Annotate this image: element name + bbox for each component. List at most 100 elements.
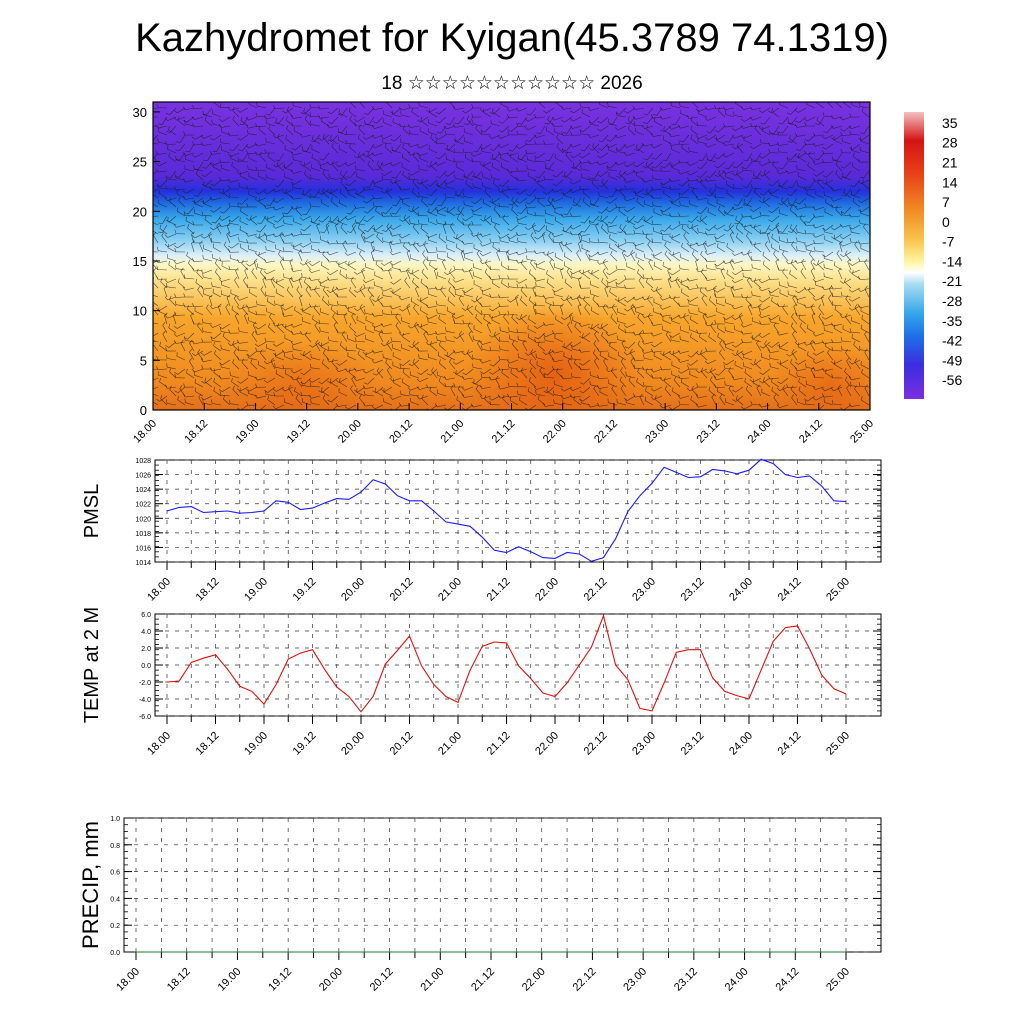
wind-barb [650,368,663,373]
wind-barb [229,371,240,379]
wind-barb [688,183,699,190]
wind-barb [316,222,321,235]
wind-barb [489,346,501,352]
wind-barb [382,110,393,118]
wind-barb [810,366,816,379]
wind-barb [606,134,618,142]
wind-barb [427,188,438,196]
wind-barb [187,223,195,235]
wind-barb [556,133,564,145]
wind-barb [273,161,285,168]
wind-barb [844,313,852,325]
wind-barb [668,178,681,183]
wind-barb [289,276,294,289]
wind-barb [365,262,375,271]
wind-barb [735,215,744,226]
wind-barb [677,350,690,354]
wind-barb [362,152,375,158]
wind-barb [374,161,384,171]
wind-barb [752,152,762,161]
wind-barb [380,341,393,347]
wind-barb [446,207,456,217]
wind-barb [687,359,699,366]
wind-barb [450,222,456,235]
wind-barb [219,391,231,397]
wind-barb [779,343,789,352]
wind-barb [533,277,546,282]
wind-barb [365,179,375,188]
precip-x-tick-label: 21.00 [418,966,446,994]
wind-barb [608,116,618,126]
wind-barb [822,170,834,178]
wind-barb [507,296,519,303]
wind-barb [174,293,186,298]
wind-barb [544,116,555,125]
wind-barb [311,188,321,197]
wind-barb [569,179,582,185]
wind-barb [389,161,402,167]
wind-barb [305,286,312,298]
wind-barb [782,268,789,280]
wind-barb [462,404,474,410]
wind-barb [700,367,708,379]
wind-barb [282,239,294,244]
wind-barb [621,339,627,352]
wind-barb [767,375,780,380]
wind-barb [452,359,465,365]
wind-barb [706,125,717,134]
wind-barb [811,312,816,325]
wind-barb [768,148,780,154]
wind-barb [563,206,573,215]
wind-barb [851,102,861,109]
wind-barb [472,182,483,190]
wind-barb [578,240,582,253]
wind-barb [232,358,240,370]
wind-barb [219,257,231,262]
wind-barb [240,207,249,217]
wind-barb [308,277,321,281]
wind-barb [418,354,429,361]
wind-barb [450,384,456,397]
wind-barb [367,151,375,163]
wind-barb [726,189,735,199]
wind-barb [229,254,240,262]
wind-barb [380,170,393,176]
wind-barb [344,368,357,372]
wind-barb [326,124,339,129]
wind-barb [596,402,609,407]
wind-barb [506,393,519,398]
wind-barb [651,174,663,181]
wind-barb [753,242,762,253]
wind-barb [840,337,852,343]
wind-barb [158,307,168,316]
wind-barb [602,268,609,280]
wind-barb [803,141,816,146]
wind-barb [520,367,528,379]
wind-barb [750,143,762,150]
wind-barb [651,161,663,169]
wind-barb [790,259,798,271]
wind-barb [803,150,816,155]
wind-barb [330,135,339,145]
wind-barb [198,393,204,406]
wind-barb [839,223,852,228]
wind-barb [412,241,420,253]
wind-barb [239,387,249,397]
wind-barb [176,352,186,361]
wind-barb [669,197,681,204]
wind-barb [328,300,339,307]
wind-barb [678,188,690,196]
wind-barb [597,215,609,223]
wind-barb [391,263,402,271]
wind-barb [824,198,834,208]
wind-barb [421,394,429,406]
wind-barb [191,233,204,239]
temp-y-tick-label: -4.0 [139,697,151,704]
wind-barb [767,349,780,354]
wind-barb [286,106,294,118]
wind-barb [551,233,564,238]
wind-barb [380,323,393,327]
wind-barb [266,307,276,316]
wind-barb [175,143,186,152]
wind-barb [193,188,204,197]
